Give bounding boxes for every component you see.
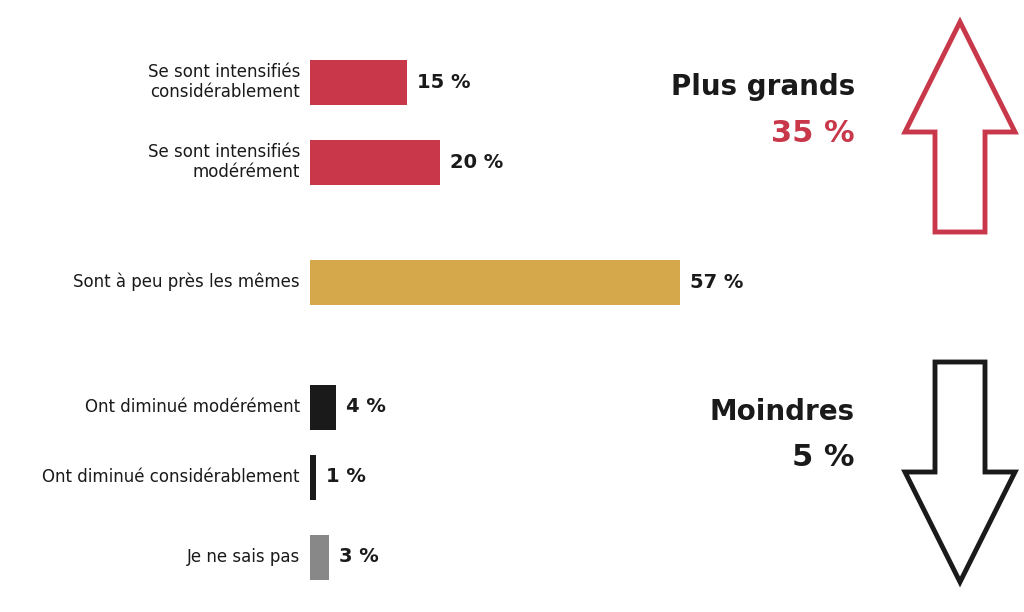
Text: 15 %: 15 %: [418, 72, 471, 92]
Bar: [310, 59, 408, 105]
Bar: [310, 534, 330, 580]
Text: 1 %: 1 %: [327, 468, 367, 487]
Text: Je ne sais pas: Je ne sais pas: [186, 548, 300, 566]
Text: 3 %: 3 %: [340, 548, 379, 567]
Text: Ont diminué considérablement: Ont diminué considérablement: [43, 468, 300, 486]
Text: Plus grands: Plus grands: [671, 73, 855, 101]
Bar: [310, 259, 680, 305]
Text: Se sont intensifiés
considérablement: Se sont intensifiés considérablement: [147, 62, 300, 102]
Polygon shape: [905, 22, 1015, 232]
Bar: [310, 384, 336, 430]
Text: Sont à peu près les mêmes: Sont à peu près les mêmes: [74, 273, 300, 291]
Bar: [310, 140, 440, 184]
Text: 4 %: 4 %: [346, 398, 386, 417]
Text: Se sont intensifiés
modérément: Se sont intensifiés modérément: [147, 143, 300, 181]
Text: 57 %: 57 %: [690, 272, 743, 291]
Text: Ont diminué modérément: Ont diminué modérément: [85, 398, 300, 416]
Text: 35 %: 35 %: [771, 119, 855, 149]
Text: Moindres: Moindres: [710, 398, 855, 426]
Text: 20 %: 20 %: [450, 152, 503, 171]
Text: 5 %: 5 %: [793, 442, 855, 471]
Bar: [310, 455, 316, 499]
Polygon shape: [905, 362, 1015, 582]
